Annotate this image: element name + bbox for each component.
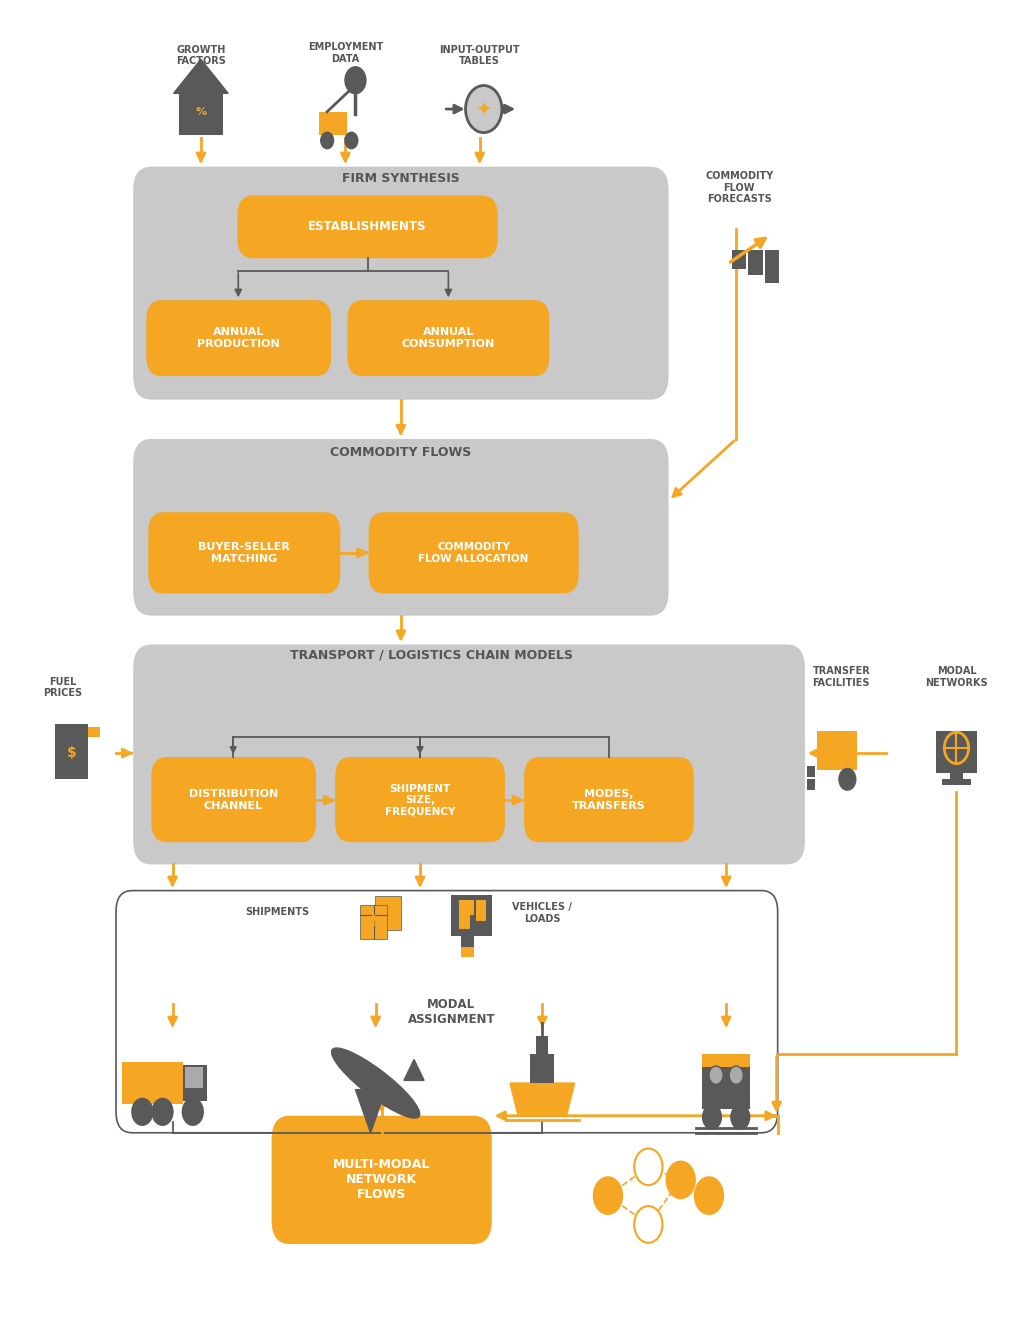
Polygon shape — [355, 1090, 386, 1132]
FancyBboxPatch shape — [271, 1115, 492, 1244]
Circle shape — [731, 1105, 750, 1129]
FancyBboxPatch shape — [133, 167, 669, 400]
FancyBboxPatch shape — [133, 439, 669, 615]
Circle shape — [345, 132, 357, 148]
Bar — [122, 1062, 182, 1103]
Text: SHIPMENTS: SHIPMENTS — [246, 906, 309, 917]
Bar — [732, 250, 746, 269]
Text: MULTI-MODAL
NETWORK
FLOWS: MULTI-MODAL NETWORK FLOWS — [333, 1159, 430, 1201]
Text: MODAL
NETWORKS: MODAL NETWORKS — [925, 667, 988, 688]
Bar — [460, 900, 474, 916]
FancyBboxPatch shape — [335, 757, 505, 843]
Text: COMMODITY FLOWS: COMMODITY FLOWS — [331, 446, 471, 459]
Polygon shape — [403, 1060, 424, 1081]
Circle shape — [702, 1105, 721, 1129]
Text: ✦: ✦ — [475, 99, 492, 119]
FancyBboxPatch shape — [148, 512, 340, 594]
Text: MODAL
ASSIGNMENT: MODAL ASSIGNMENT — [408, 999, 496, 1027]
Bar — [178, 94, 223, 135]
Bar — [182, 1065, 207, 1101]
Bar — [807, 779, 815, 790]
Bar — [460, 916, 470, 929]
Bar — [950, 773, 963, 782]
FancyBboxPatch shape — [133, 644, 805, 864]
Bar — [817, 730, 857, 770]
Circle shape — [466, 86, 502, 132]
Circle shape — [709, 1066, 723, 1085]
FancyBboxPatch shape — [347, 300, 549, 376]
Bar — [537, 1036, 549, 1054]
Text: DISTRIBUTION
CHANNEL: DISTRIBUTION CHANNEL — [188, 790, 278, 811]
Text: $: $ — [67, 746, 77, 761]
Text: SHIPMENT
SIZE,
FREQUENCY: SHIPMENT SIZE, FREQUENCY — [385, 783, 456, 816]
FancyBboxPatch shape — [369, 512, 579, 594]
Bar — [765, 250, 778, 283]
Polygon shape — [174, 60, 228, 94]
Circle shape — [729, 1066, 743, 1085]
Circle shape — [667, 1162, 695, 1199]
Bar — [319, 111, 347, 135]
Text: ⊞: ⊞ — [824, 736, 850, 765]
Circle shape — [182, 1098, 203, 1125]
Text: ANNUAL
CONSUMPTION: ANNUAL CONSUMPTION — [401, 327, 495, 349]
FancyBboxPatch shape — [152, 757, 316, 843]
Polygon shape — [510, 1084, 574, 1115]
Text: VEHICLES /
LOADS: VEHICLES / LOADS — [512, 902, 572, 923]
Text: MODES,
TRANSFERS: MODES, TRANSFERS — [572, 790, 646, 811]
Circle shape — [840, 769, 855, 790]
Text: ANNUAL
PRODUCTION: ANNUAL PRODUCTION — [197, 327, 280, 349]
Circle shape — [634, 1148, 663, 1185]
Text: ESTABLISHMENTS: ESTABLISHMENTS — [308, 221, 427, 233]
Text: COMMODITY
FLOW
FORECASTS: COMMODITY FLOW FORECASTS — [706, 171, 773, 204]
Circle shape — [345, 67, 366, 94]
Bar — [807, 766, 815, 777]
Text: FIRM SYNTHESIS: FIRM SYNTHESIS — [342, 172, 460, 185]
Bar — [452, 894, 492, 937]
Text: FUEL
PRICES: FUEL PRICES — [43, 677, 82, 699]
Bar — [375, 896, 400, 930]
Circle shape — [695, 1177, 723, 1215]
Bar — [701, 1054, 751, 1068]
Circle shape — [153, 1098, 173, 1125]
Bar — [360, 905, 387, 939]
FancyBboxPatch shape — [524, 757, 694, 843]
Circle shape — [132, 1098, 153, 1125]
Bar — [88, 726, 100, 737]
Text: TRANSPORT / LOGISTICS CHAIN MODELS: TRANSPORT / LOGISTICS CHAIN MODELS — [290, 648, 572, 662]
Bar — [462, 947, 474, 958]
Bar — [749, 250, 763, 275]
FancyBboxPatch shape — [238, 196, 498, 258]
Bar — [936, 730, 977, 773]
Bar — [184, 1068, 203, 1089]
Bar — [942, 779, 971, 785]
Text: INPUT-OUTPUT
TABLES: INPUT-OUTPUT TABLES — [439, 45, 520, 66]
Text: BUYER-SELLER
MATCHING: BUYER-SELLER MATCHING — [199, 542, 290, 564]
Bar — [530, 1054, 554, 1084]
Ellipse shape — [332, 1048, 420, 1118]
Bar — [475, 900, 485, 921]
Bar — [701, 1054, 751, 1109]
Text: GROWTH
FACTORS: GROWTH FACTORS — [176, 45, 226, 66]
Text: COMMODITY
FLOW ALLOCATION: COMMODITY FLOW ALLOCATION — [419, 542, 528, 564]
Circle shape — [634, 1207, 663, 1242]
Bar — [55, 724, 88, 779]
Text: EMPLOYMENT
DATA: EMPLOYMENT DATA — [307, 42, 383, 64]
FancyBboxPatch shape — [146, 300, 331, 376]
Text: TRANSFER
FACILITIES: TRANSFER FACILITIES — [812, 667, 870, 688]
Text: %: % — [196, 107, 207, 116]
Bar — [462, 937, 474, 947]
Circle shape — [322, 132, 333, 148]
Circle shape — [594, 1177, 623, 1215]
